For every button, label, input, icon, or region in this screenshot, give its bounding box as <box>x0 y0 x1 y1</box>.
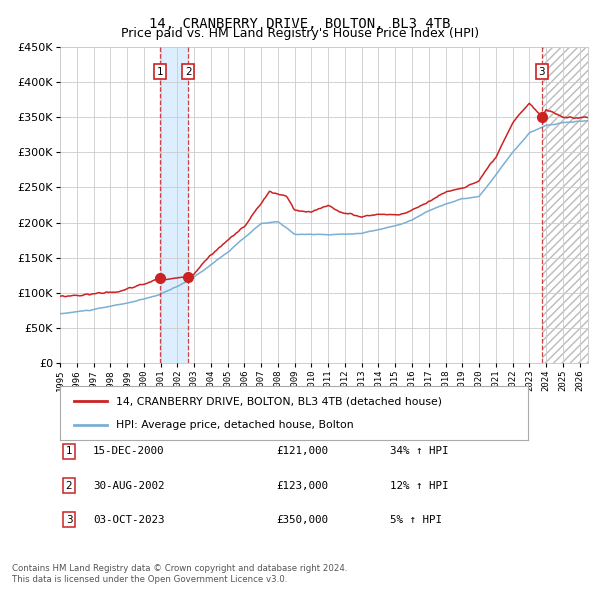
Text: 5% ↑ HPI: 5% ↑ HPI <box>390 515 442 525</box>
Text: 2: 2 <box>185 67 192 77</box>
Text: £123,000: £123,000 <box>276 481 328 490</box>
Text: 2: 2 <box>65 481 73 490</box>
Text: Contains HM Land Registry data © Crown copyright and database right 2024.: Contains HM Land Registry data © Crown c… <box>12 565 347 573</box>
Text: 15-DEC-2000: 15-DEC-2000 <box>93 447 164 456</box>
Text: 34% ↑ HPI: 34% ↑ HPI <box>390 447 449 456</box>
Text: 30-AUG-2002: 30-AUG-2002 <box>93 481 164 490</box>
Text: 1: 1 <box>157 67 163 77</box>
Bar <box>542 47 588 363</box>
Bar <box>160 47 188 363</box>
Text: 14, CRANBERRY DRIVE, BOLTON, BL3 4TB (detached house): 14, CRANBERRY DRIVE, BOLTON, BL3 4TB (de… <box>116 396 442 407</box>
Text: £350,000: £350,000 <box>276 515 328 525</box>
Text: £121,000: £121,000 <box>276 447 328 456</box>
Text: 12% ↑ HPI: 12% ↑ HPI <box>390 481 449 490</box>
Text: 3: 3 <box>539 67 545 77</box>
Text: HPI: Average price, detached house, Bolton: HPI: Average price, detached house, Bolt… <box>116 419 354 430</box>
Text: 14, CRANBERRY DRIVE, BOLTON, BL3 4TB: 14, CRANBERRY DRIVE, BOLTON, BL3 4TB <box>149 17 451 31</box>
Bar <box>542 47 588 363</box>
Text: Price paid vs. HM Land Registry's House Price Index (HPI): Price paid vs. HM Land Registry's House … <box>121 27 479 40</box>
Text: 3: 3 <box>65 515 73 525</box>
Text: This data is licensed under the Open Government Licence v3.0.: This data is licensed under the Open Gov… <box>12 575 287 584</box>
Text: 1: 1 <box>65 447 73 456</box>
Text: 03-OCT-2023: 03-OCT-2023 <box>93 515 164 525</box>
